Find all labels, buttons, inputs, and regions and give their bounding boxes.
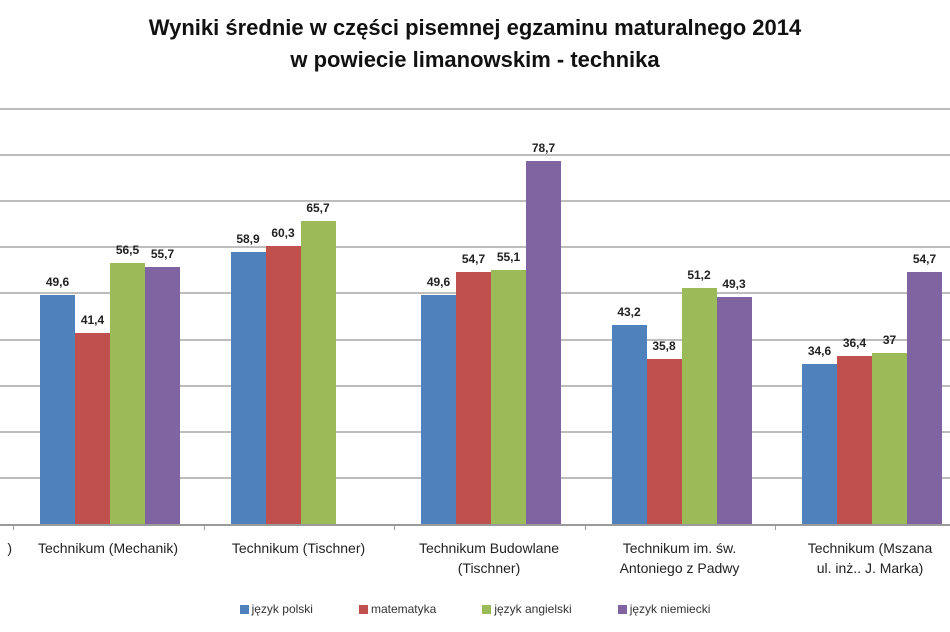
data-label: 55,7 [150,247,175,262]
bar-język-polski [230,252,266,524]
data-label: 43,2 [617,304,641,319]
x-axis-tick [203,524,205,530]
legend-item: język niemiecki [617,602,711,616]
partial-category-label: ) [7,540,12,556]
data-label: 36,4 [842,336,867,351]
chart-title: Wyniki średnie w części pisemnej egzamin… [0,12,950,76]
gridline [0,200,950,203]
legend-label: język niemiecki [629,602,711,616]
chart-title-line-2: w powiecie limanowskim - technika [290,47,660,72]
x-axis-tick [394,524,395,530]
x-axis [0,524,950,526]
chart-title-line-1: Wyniki średnie w części pisemnej egzamin… [148,15,802,40]
legend-item: język polski [239,602,313,616]
data-label: 34,6 [807,344,832,359]
bar-język-polski [611,324,647,524]
legend: język polski matematyka język angielski jęz… [0,602,950,616]
data-label: 56,5 [115,243,140,258]
legend-label: matematyka [370,602,437,616]
data-label: 37 [882,333,897,348]
gridline [0,154,950,157]
data-label: 78,7 [531,141,556,156]
legend-item: język angielski [482,602,572,616]
data-label: 41,4 [80,313,105,328]
bar-język-angielski [681,287,717,524]
data-label: 51,2 [687,267,711,282]
bar-język-angielski [872,353,907,524]
legend-swatch-icon [482,604,492,614]
bar-język-polski [802,364,837,524]
bar-język-polski [40,295,75,524]
bar-matematyka [646,358,682,524]
data-label: 60,3 [271,225,295,240]
bar-język-angielski [110,263,145,524]
bar-język-niemiecki [716,296,752,524]
x-axis-tick [584,524,586,530]
bar-język-polski [421,295,456,524]
bar-matematyka [75,333,110,524]
gridline [0,246,950,249]
legend-label: język angielski [494,602,572,616]
data-label: 65,7 [306,201,330,216]
data-label: 54,7 [912,251,937,266]
bar-matematyka [265,245,301,524]
x-axis-tick [13,524,14,530]
bar-język-angielski [300,221,336,524]
bar-język-niemiecki [526,161,561,524]
data-label: 54,7 [461,251,486,266]
data-label: 49,6 [426,275,451,290]
gridline [0,108,950,110]
bar-język-niemiecki [145,267,180,524]
legend-label: język polski [251,602,313,616]
data-label: 49,6 [45,275,70,290]
category-label: Technikum (Mszana ul. inż.. J. Marka) [807,540,933,576]
category-label: Technikum Budowlane (Tischner) [418,540,560,576]
data-label: 35,8 [652,338,676,353]
category-label: Technikum (Tischner) [231,540,366,556]
bar-matematyka [456,271,491,524]
category-label: Technikum im. św. Antoniego z Padwy [619,540,740,576]
legend-item: matematyka [358,602,437,616]
category-label: Technikum (Mechanik) [37,540,179,556]
x-axis-tick [775,524,776,530]
bar-język-niemiecki [907,271,942,524]
legend-swatch-icon [617,604,627,614]
legend-swatch-icon [239,604,249,614]
data-label: 49,3 [722,276,746,291]
data-label: 55,1 [496,249,521,264]
bar-matematyka [837,356,872,524]
bar-język-angielski [491,269,526,524]
legend-swatch-icon [358,604,368,614]
data-label: 58,9 [236,232,260,247]
